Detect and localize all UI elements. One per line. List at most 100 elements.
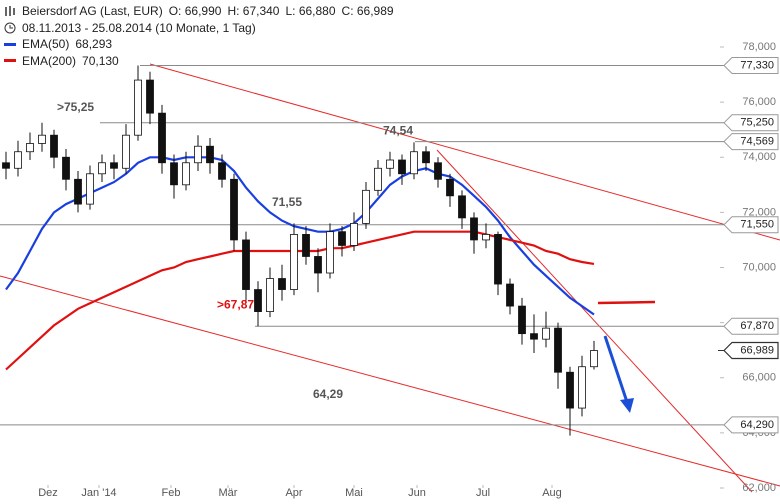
candle-body — [350, 222, 358, 246]
x-tick-label: Jun — [408, 487, 426, 499]
level-box — [723, 341, 779, 360]
x-tick-label: Feb — [162, 487, 181, 499]
marker-line — [597, 300, 656, 305]
candle-body — [2, 162, 10, 169]
candle-body — [446, 178, 454, 197]
legend-row: EMA(50) 68,293 — [4, 36, 394, 53]
level-box — [723, 133, 779, 151]
level-box — [723, 114, 779, 132]
x-tick-label: Apr — [285, 487, 302, 499]
candle-body — [194, 145, 202, 164]
trend-line — [149, 63, 780, 241]
y-tick-label: 74,000 — [742, 151, 776, 163]
candle-body — [302, 234, 310, 257]
candle-body — [122, 134, 130, 169]
candle-body — [482, 234, 490, 241]
candle-body — [50, 134, 58, 158]
candle-body — [182, 162, 190, 186]
legend-swatch — [4, 59, 16, 63]
icon — [5, 6, 15, 17]
y-tick-label: 62,000 — [742, 482, 776, 494]
subtitle: 08.11.2013 - 25.08.2014 (10 Monate, 1 Ta… — [22, 20, 256, 35]
x-tick-label: Jul — [476, 487, 490, 499]
candle-body — [470, 217, 478, 241]
ohlc: H: 67,340 — [227, 4, 280, 18]
arrow-head — [620, 398, 634, 413]
candle-body — [566, 371, 574, 409]
candle-body — [218, 162, 226, 180]
x-tick-label: Aug — [542, 487, 562, 499]
y-tick-label: 70,000 — [742, 261, 776, 273]
candle-body — [74, 178, 82, 205]
level-label: 77,330 — [740, 59, 774, 71]
candle-body — [146, 79, 154, 114]
candle-body — [62, 156, 70, 180]
y-tick-label: 72,000 — [742, 206, 776, 218]
arrow — [603, 335, 629, 403]
candle-body — [230, 178, 238, 241]
level-label: 74,569 — [740, 135, 774, 147]
candle-body — [110, 162, 118, 169]
x-tick-label: Mär — [219, 487, 238, 499]
candle-body — [38, 134, 46, 144]
candle-body — [242, 239, 250, 290]
title: Beiersdorf AG (Last, EUR) — [22, 4, 163, 18]
annotation: >75,25 — [57, 100, 94, 114]
legend-swatch — [4, 42, 16, 46]
level-box — [723, 317, 779, 335]
candle-body — [14, 151, 22, 169]
level-label: 67,870 — [740, 320, 774, 332]
candle-body — [134, 79, 142, 136]
ohlc: O: 66,990 — [168, 4, 222, 18]
y-tick-label: 78,000 — [742, 41, 776, 53]
candle-body — [326, 231, 334, 274]
candle-body — [398, 159, 406, 175]
candle-body — [26, 143, 34, 153]
x-tick-label: Jan '14 — [81, 487, 116, 499]
x-tick-label: Mai — [345, 487, 363, 499]
candle-body — [530, 333, 538, 340]
legend: Beiersdorf AG (Last, EUR) O: 66,990 H: 67,… — [4, 3, 394, 69]
ohlc: C: 66,989 — [341, 4, 394, 18]
level-box — [723, 216, 779, 234]
candle-body — [206, 145, 214, 164]
candle-body — [266, 278, 274, 312]
annotation: 71,55 — [272, 195, 302, 209]
candle-body — [410, 151, 418, 175]
layout — [0, 46, 780, 493]
candle-body — [362, 189, 370, 224]
candle-body — [170, 162, 178, 186]
annotation: >67,87 — [217, 297, 254, 311]
candle-body — [578, 366, 586, 409]
candle-body — [338, 231, 346, 246]
ema-line — [5, 230, 595, 371]
level-label: 64,290 — [740, 419, 774, 431]
candle-body — [98, 162, 106, 175]
level-label: 66,989 — [740, 344, 774, 356]
ema-line — [5, 156, 595, 316]
candle-body — [422, 151, 430, 164]
annotation: 64,29 — [313, 387, 343, 401]
legend-row: Beiersdorf AG (Last, EUR) O: 66,990 H: 67,… — [4, 3, 394, 20]
legend-label: EMA(50) — [22, 37, 70, 51]
candle-body — [518, 305, 526, 335]
annotation: 74,54 — [383, 124, 413, 138]
level-box — [723, 56, 779, 74]
candle-body — [374, 167, 382, 191]
candle-body — [254, 289, 262, 312]
level-label: 71,550 — [740, 219, 774, 231]
candle-body — [434, 162, 442, 180]
x-tick-label: Dez — [38, 487, 58, 499]
trend-line — [436, 149, 753, 493]
level-label: 75,250 — [740, 117, 774, 129]
candle-body — [554, 327, 562, 373]
legend-row: EMA(200) 70,130 — [4, 53, 394, 70]
candle-body — [494, 234, 502, 285]
y-tick-label: 76,000 — [742, 96, 776, 108]
legend-value: 70,130 — [82, 53, 119, 68]
candle-body — [86, 173, 94, 205]
candle-body — [590, 350, 598, 368]
candle-body — [158, 112, 166, 164]
